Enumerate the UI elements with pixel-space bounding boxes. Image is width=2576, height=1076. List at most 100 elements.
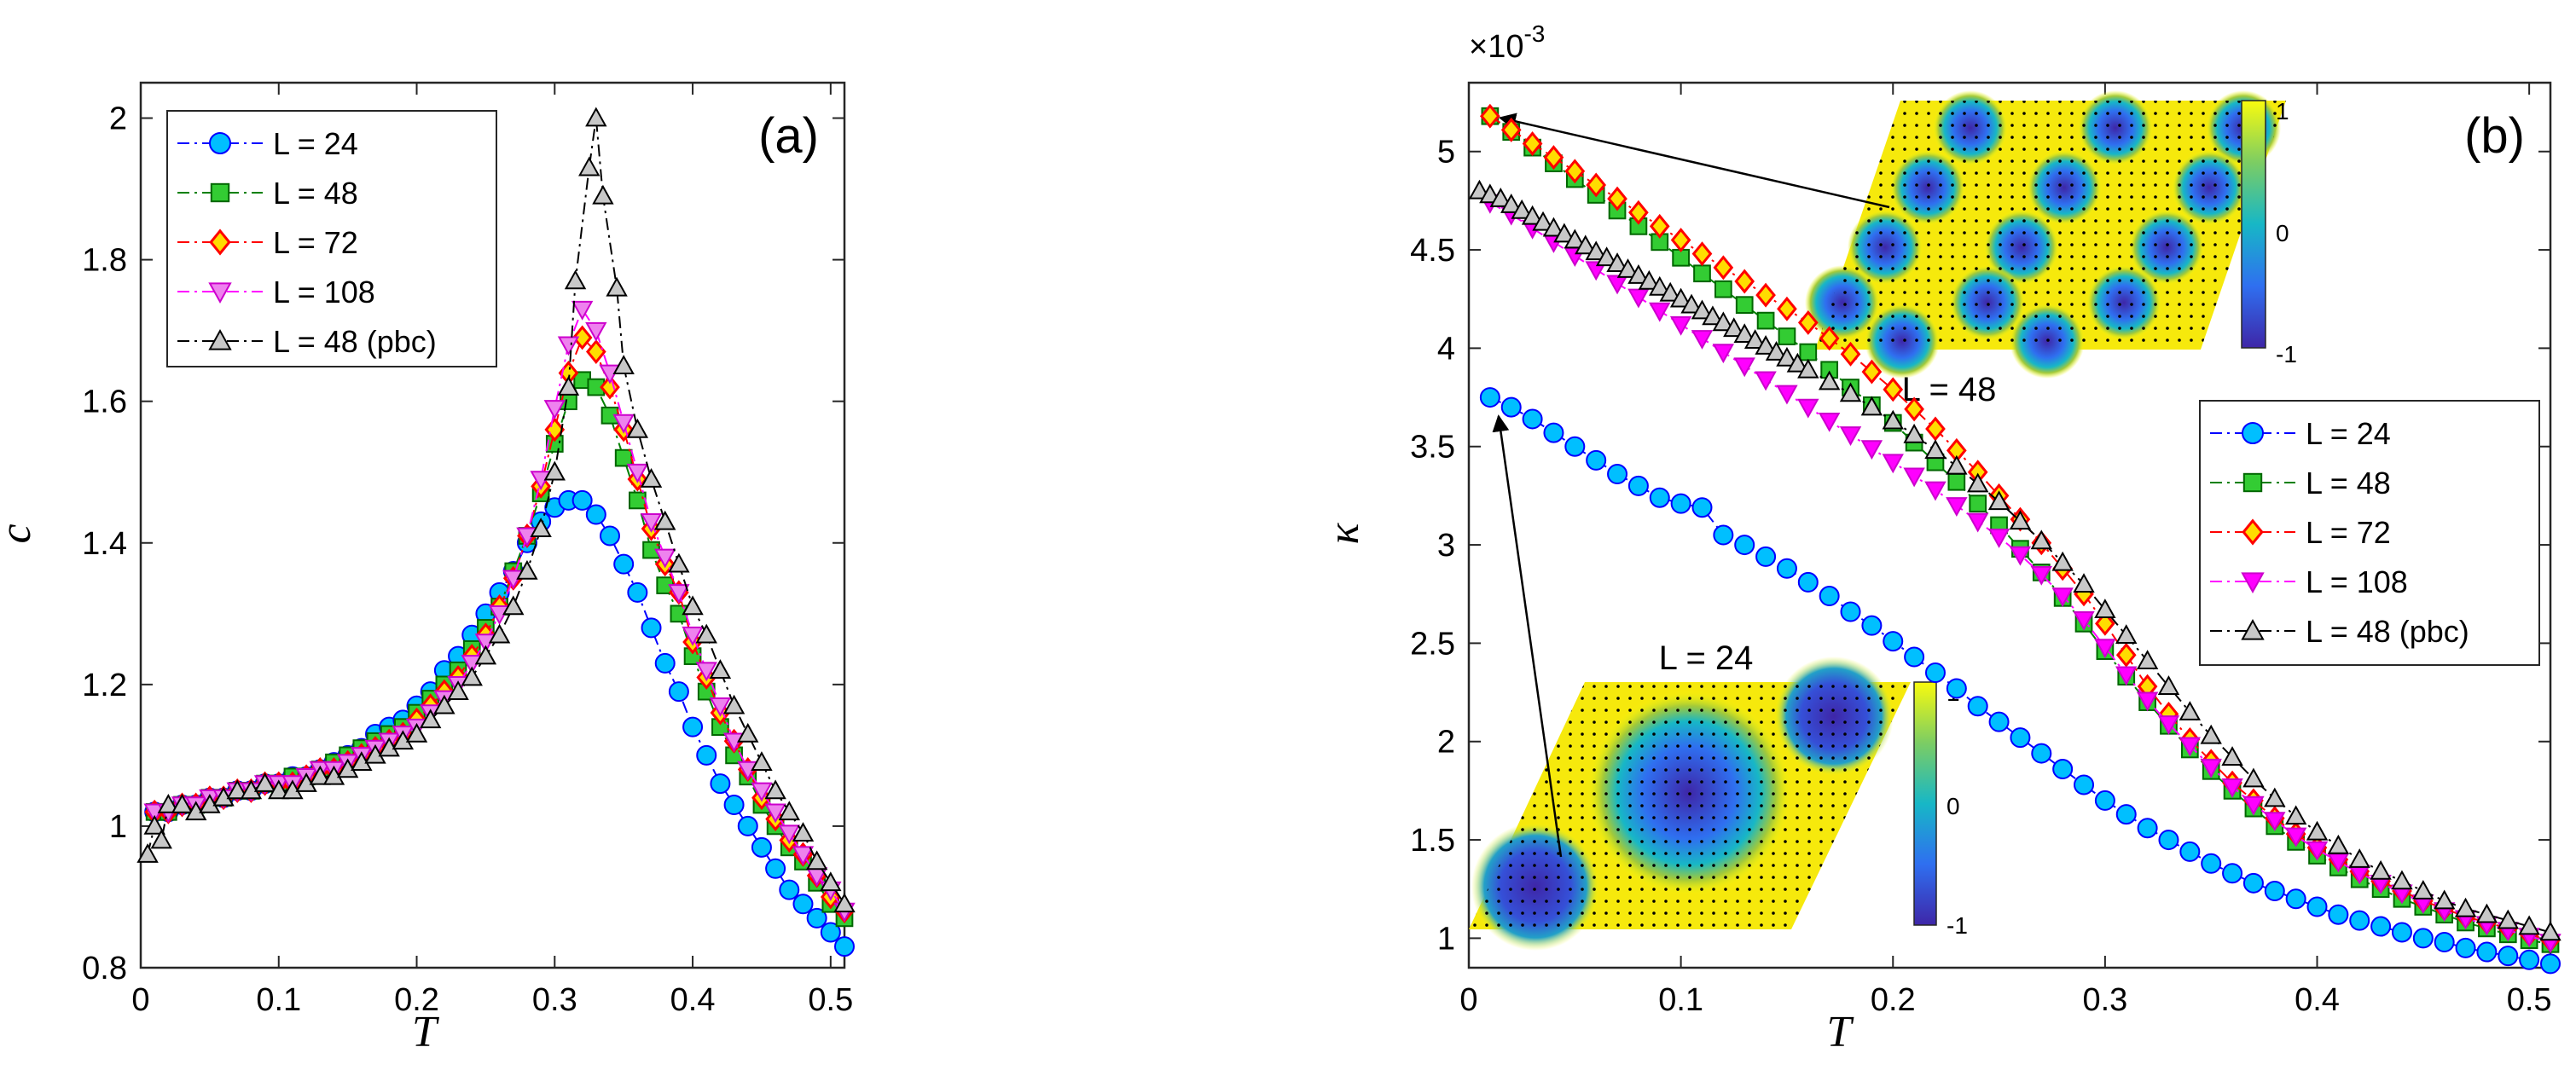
data-point [1988, 711, 2010, 732]
data-point [626, 463, 649, 483]
data-point [820, 922, 841, 943]
data-point [2242, 795, 2265, 816]
y-tick-label: 1 [1437, 921, 1455, 957]
data-point [640, 513, 663, 533]
data-point [1693, 264, 1711, 283]
data-point [709, 659, 732, 680]
data-point [1607, 464, 1628, 485]
data-point [2179, 737, 2202, 757]
data-point [626, 418, 649, 438]
series-l-48-pbc- [136, 107, 856, 913]
data-point [1468, 179, 1491, 200]
data-point [571, 300, 594, 321]
inset-l48-dots [1815, 101, 2286, 350]
data-point [2475, 903, 2498, 923]
data-point [2009, 510, 2032, 530]
legend-label: L = 48 [273, 176, 358, 211]
data-point [654, 652, 676, 674]
data-point [1479, 387, 1500, 408]
legend-entry: L = 108 [177, 275, 375, 309]
x-tick-label: 0.3 [2082, 982, 2127, 1018]
data-point [2051, 551, 2074, 571]
data-point [737, 815, 758, 836]
data-point [1755, 371, 1777, 391]
data-point [1669, 287, 1692, 308]
legend-label: L = 72 [273, 225, 358, 260]
x-tick-label: 0.4 [670, 982, 716, 1018]
data-point [1967, 696, 1988, 717]
y-tick-label: 1.8 [82, 243, 127, 279]
legend-entry: L = 48 (pbc) [2210, 614, 2469, 649]
data-point [171, 793, 194, 813]
data-point [805, 850, 828, 871]
data-point [543, 400, 566, 420]
data-point [1575, 234, 1597, 255]
data-point [2094, 599, 2116, 618]
data-point [226, 779, 248, 800]
y-tick-label: 5 [1437, 135, 1455, 171]
data-point [1691, 497, 1713, 518]
data-point [2158, 830, 2179, 851]
data-point [1882, 409, 1904, 430]
data-point [2030, 565, 2052, 586]
data-point [2348, 848, 2370, 868]
data-point [1969, 495, 1987, 512]
data-point [1987, 490, 2010, 511]
data-point [1489, 188, 1511, 207]
x-tick-label: 0 [131, 982, 149, 1018]
data-point [2009, 546, 2032, 566]
data-point [1586, 172, 1607, 198]
x-axis-label: T [1827, 1008, 1854, 1056]
data-point [2136, 691, 2159, 712]
data-point [696, 744, 717, 766]
legend-label: L = 24 [2306, 416, 2391, 451]
data-point [1564, 229, 1587, 249]
data-point [722, 694, 746, 714]
x-tick-label: 0 [1459, 982, 1477, 1018]
data-point [682, 626, 704, 646]
legend-entry: L = 72 [177, 225, 358, 260]
legend-label: L = 48 [2306, 466, 2391, 500]
data-point [1649, 487, 1670, 508]
data-point [2095, 610, 2115, 636]
data-point [1743, 329, 1767, 349]
data-point [1713, 524, 1734, 546]
data-point [723, 795, 745, 816]
data-point [2030, 529, 2052, 550]
data-point [1924, 439, 1947, 460]
data-point [2094, 639, 2116, 659]
panel-b: 0 0.1 0.2 0.3 0.4 0.5 1 1.5 2 2.5 3 3.5 4 4.5 5 Tκ ×10-3… [1320, 20, 2561, 1056]
data-point [764, 779, 786, 800]
data-point [1480, 103, 1500, 129]
panel-a: 0 0.1 0.2 0.3 0.4 0.5 0.8 1 1.2 1.4 1.6 1.8 2 Tc (a) L … [0, 81, 856, 1056]
legend-marker [209, 229, 231, 256]
data-point [2094, 790, 2115, 811]
data-point [585, 321, 607, 342]
data-point [1500, 193, 1523, 213]
legend-label: L = 48 (pbc) [2306, 614, 2469, 649]
data-point [2285, 888, 2306, 910]
data-point [1883, 377, 1904, 402]
data-point [2157, 715, 2180, 736]
data-point [1924, 662, 1946, 683]
data-point [2455, 937, 2476, 958]
data-point [1756, 311, 1775, 330]
data-point [2327, 834, 2350, 854]
data-point [2242, 872, 2264, 894]
x-tick-label: 0.1 [256, 982, 301, 1018]
y-exponent-label: ×10-3 [1469, 20, 1545, 65]
data-point [1627, 263, 1650, 284]
data-point [668, 681, 689, 703]
data-point [834, 936, 855, 957]
panel-label: (b) [2464, 108, 2525, 164]
legend-label: L = 72 [2306, 515, 2391, 550]
data-point [2519, 949, 2540, 970]
data-point [1860, 396, 1883, 416]
data-point [1553, 223, 1575, 243]
data-point [530, 518, 552, 537]
data-point [1819, 586, 1840, 607]
data-point [2433, 889, 2456, 910]
data-point [1649, 302, 1671, 322]
exponent-base: ×10 [1469, 29, 1523, 65]
